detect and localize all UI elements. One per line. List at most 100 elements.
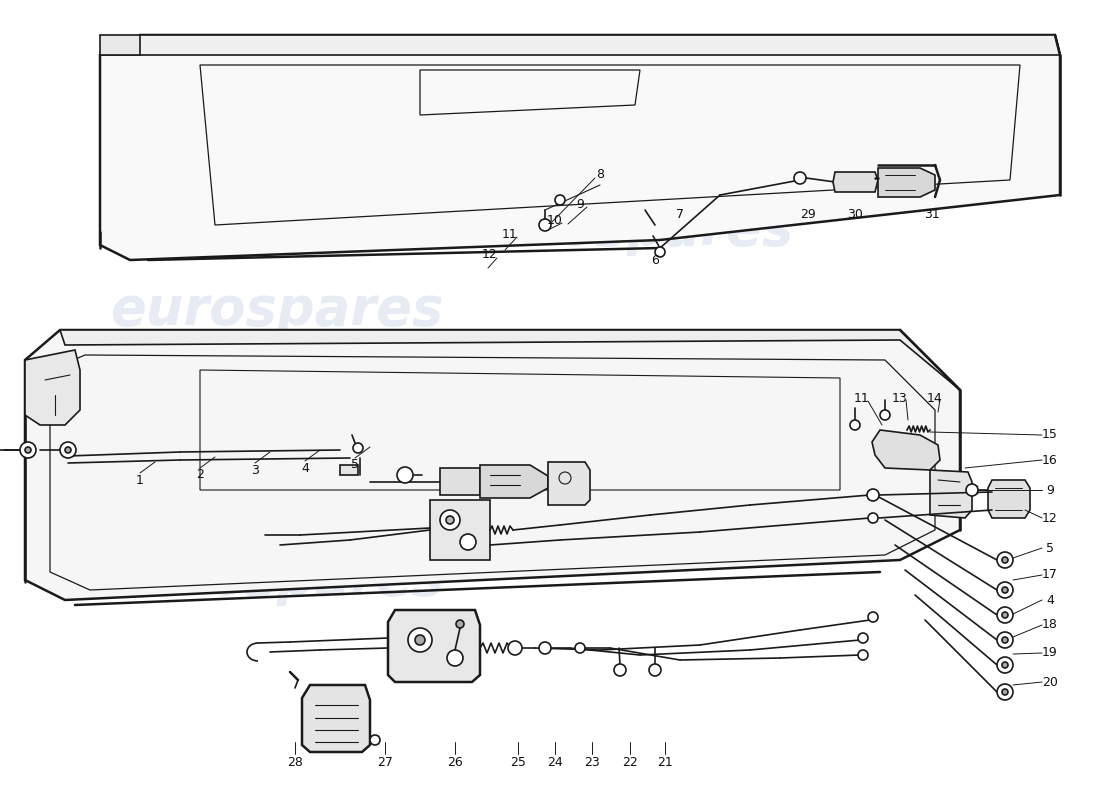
Circle shape (456, 620, 464, 628)
Circle shape (370, 735, 379, 745)
Text: 1: 1 (136, 474, 144, 486)
Circle shape (997, 582, 1013, 598)
Polygon shape (872, 430, 940, 470)
Text: 9: 9 (576, 198, 584, 211)
Text: 13: 13 (892, 391, 907, 405)
Circle shape (868, 612, 878, 622)
Text: 2: 2 (196, 469, 204, 482)
Text: eurospares: eurospares (460, 504, 793, 556)
Circle shape (858, 650, 868, 660)
Polygon shape (60, 330, 960, 390)
Text: 12: 12 (1042, 511, 1058, 525)
Circle shape (1002, 662, 1008, 668)
Polygon shape (340, 465, 358, 475)
Text: 19: 19 (1042, 646, 1058, 659)
Text: 7: 7 (676, 209, 684, 222)
Text: eurospares: eurospares (110, 554, 443, 606)
Polygon shape (100, 35, 1060, 55)
Text: 3: 3 (251, 463, 258, 477)
Circle shape (353, 443, 363, 453)
Polygon shape (302, 685, 370, 752)
Polygon shape (878, 168, 935, 197)
Circle shape (850, 420, 860, 430)
Circle shape (539, 642, 551, 654)
Text: 23: 23 (584, 755, 600, 769)
Text: 27: 27 (377, 755, 393, 769)
Circle shape (1002, 612, 1008, 618)
Circle shape (508, 641, 522, 655)
Text: eurospares: eurospares (110, 284, 443, 336)
Text: 18: 18 (1042, 618, 1058, 631)
Text: 24: 24 (547, 755, 563, 769)
Text: 28: 28 (287, 755, 303, 769)
Text: 30: 30 (847, 209, 862, 222)
Polygon shape (988, 480, 1030, 518)
Circle shape (794, 172, 806, 184)
Circle shape (539, 219, 551, 231)
Circle shape (966, 484, 978, 496)
Circle shape (997, 684, 1013, 700)
Text: 4: 4 (1046, 594, 1054, 606)
Text: 26: 26 (447, 755, 463, 769)
Circle shape (575, 643, 585, 653)
Circle shape (408, 628, 432, 652)
Circle shape (614, 664, 626, 676)
Polygon shape (100, 35, 140, 55)
Polygon shape (388, 610, 480, 682)
Circle shape (460, 534, 476, 550)
Circle shape (858, 633, 868, 643)
Circle shape (20, 442, 36, 458)
Circle shape (397, 467, 412, 483)
Polygon shape (100, 35, 1060, 260)
Text: 20: 20 (1042, 675, 1058, 689)
Text: 5: 5 (351, 458, 359, 471)
Circle shape (25, 447, 31, 453)
Circle shape (60, 442, 76, 458)
Text: 11: 11 (502, 229, 518, 242)
Circle shape (440, 510, 460, 530)
Circle shape (868, 513, 878, 523)
Polygon shape (25, 330, 960, 600)
Circle shape (446, 516, 454, 524)
Circle shape (1002, 637, 1008, 643)
Text: 12: 12 (482, 249, 498, 262)
Circle shape (447, 650, 463, 666)
Circle shape (997, 632, 1013, 648)
Circle shape (1002, 689, 1008, 695)
Circle shape (880, 410, 890, 420)
Polygon shape (430, 500, 490, 560)
Text: eurospares: eurospares (460, 204, 793, 256)
Polygon shape (930, 470, 972, 518)
Text: 21: 21 (657, 755, 673, 769)
Text: 25: 25 (510, 755, 526, 769)
Circle shape (654, 247, 666, 257)
Polygon shape (833, 172, 878, 192)
Text: 6: 6 (651, 254, 659, 266)
Text: 16: 16 (1042, 454, 1058, 466)
Circle shape (65, 447, 72, 453)
Circle shape (1002, 587, 1008, 593)
Circle shape (867, 489, 879, 501)
Text: 5: 5 (1046, 542, 1054, 554)
Text: 22: 22 (623, 755, 638, 769)
Circle shape (997, 657, 1013, 673)
Text: 10: 10 (547, 214, 563, 226)
Text: 29: 29 (800, 209, 816, 222)
Circle shape (997, 607, 1013, 623)
Polygon shape (480, 465, 548, 498)
Text: 9: 9 (1046, 483, 1054, 497)
Text: 14: 14 (927, 391, 943, 405)
Circle shape (649, 664, 661, 676)
Polygon shape (548, 462, 590, 505)
Circle shape (1002, 557, 1008, 563)
Circle shape (415, 635, 425, 645)
Text: 8: 8 (596, 169, 604, 182)
Polygon shape (440, 468, 480, 495)
Text: 15: 15 (1042, 429, 1058, 442)
Text: 4: 4 (301, 462, 309, 474)
Polygon shape (25, 350, 80, 425)
Circle shape (997, 552, 1013, 568)
Circle shape (556, 195, 565, 205)
Text: 11: 11 (854, 391, 870, 405)
Text: 17: 17 (1042, 569, 1058, 582)
